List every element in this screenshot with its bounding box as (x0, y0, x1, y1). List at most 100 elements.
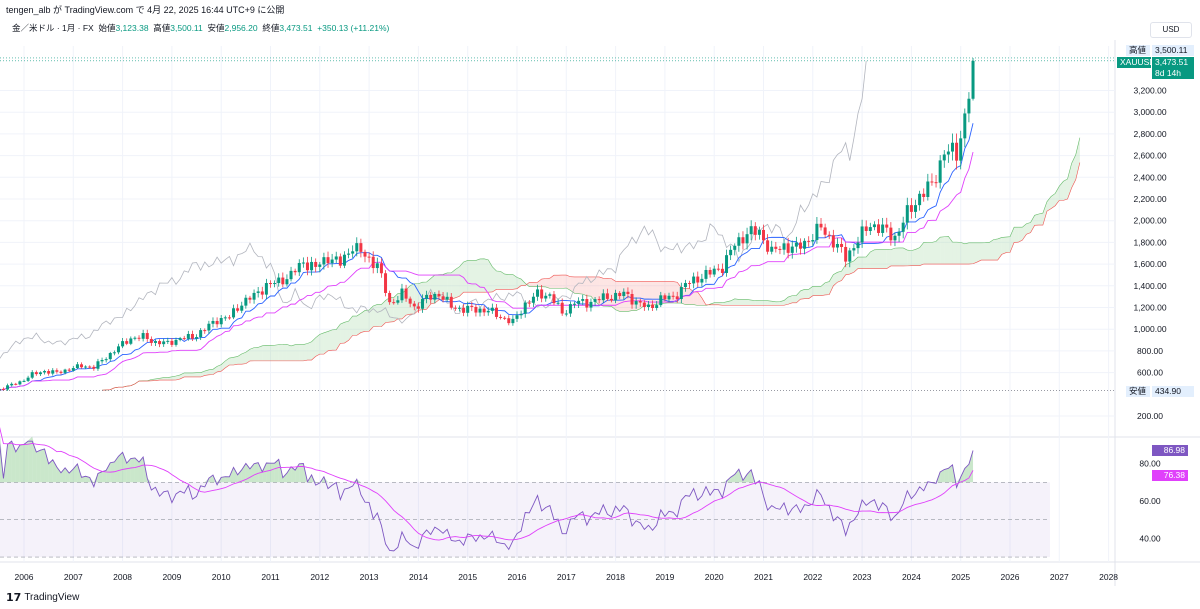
ichimoku-cloud-segment (1063, 178, 1068, 201)
ichimoku-cloud-segment (307, 341, 312, 361)
candle (519, 310, 523, 319)
candle (593, 297, 597, 306)
candle (38, 371, 42, 376)
candle (568, 301, 572, 317)
candle-body (174, 339, 178, 345)
candle-body (523, 302, 527, 314)
candle-body (43, 371, 47, 373)
candle-body (338, 256, 342, 266)
ichimoku-cloud-segment (989, 239, 994, 261)
rsi-overbought-fill (964, 464, 969, 483)
ichimoku-cloud-segment (874, 249, 879, 269)
candle (893, 232, 897, 247)
candle (116, 343, 120, 355)
symbol-label[interactable]: 金／米ドル · 1月 · FX (12, 23, 94, 33)
rsi-overbought-fill (960, 468, 965, 483)
candle-body (195, 337, 199, 339)
rsi-overbought-fill (282, 473, 287, 483)
ichimoku-cloud-segment (1026, 222, 1031, 235)
ichimoku-cloud-segment (291, 344, 296, 361)
candle (14, 382, 18, 386)
candle (260, 286, 264, 300)
candle-body (971, 60, 975, 99)
ichimoku-cloud-segment (619, 281, 624, 312)
ichimoku-cloud-segment (623, 281, 628, 312)
ichimoku-cloud-segment (812, 286, 817, 296)
candle (688, 280, 692, 289)
rsi-overbought-fill (130, 457, 135, 483)
candle (392, 298, 396, 305)
candle (614, 289, 618, 304)
candle (92, 364, 96, 371)
candle-body (223, 317, 227, 319)
candle-body (638, 301, 642, 303)
ichimoku-cloud-segment (192, 372, 197, 377)
candle-body (642, 302, 646, 307)
candle (778, 246, 782, 255)
candle (700, 273, 704, 287)
countdown-label-bg (1152, 68, 1194, 79)
y-tick-label: 2,000.00 (1133, 216, 1166, 226)
candle (573, 301, 577, 309)
candle (129, 336, 133, 346)
candle (823, 223, 827, 238)
ichimoku-cloud-segment (467, 260, 472, 293)
ichimoku-cloud-segment (927, 242, 932, 265)
candle-body (162, 341, 166, 345)
candle-body (47, 371, 51, 374)
candle (897, 227, 901, 243)
candle-body (314, 261, 318, 267)
candle (786, 237, 790, 259)
ichimoku-cloud-segment (348, 316, 353, 341)
rsi-overbought-fill (229, 467, 234, 483)
ichimoku-cloud-segment (915, 247, 920, 266)
candle (162, 338, 166, 347)
candle-body (885, 224, 889, 228)
candle-body (293, 270, 297, 273)
candle (445, 292, 449, 302)
rsi-overbought-fill (221, 476, 226, 483)
candle-body (589, 301, 593, 308)
candle-body (34, 372, 38, 375)
candle (967, 92, 971, 123)
candle-body (630, 294, 634, 305)
rsi-ma-line (0, 426, 974, 541)
candle (125, 338, 129, 346)
x-tick-label: 2023 (853, 572, 872, 582)
ichimoku-cloud-segment (697, 292, 702, 306)
ichimoku-cloud-segment (718, 302, 723, 306)
candle (922, 188, 926, 202)
candle-body (667, 295, 671, 300)
ichimoku-cloud-segment (742, 299, 748, 306)
rsi-tick-label: 80.00 (1139, 459, 1161, 469)
rsi-overbought-fill (97, 471, 103, 483)
candle-body (556, 302, 560, 304)
candle-body (848, 250, 852, 262)
ichimoku-cloud-segment (1051, 193, 1056, 209)
candle (881, 217, 885, 237)
candle-body (429, 294, 433, 300)
candle-body (646, 304, 650, 307)
candle-body (926, 181, 930, 198)
candle-body (618, 292, 622, 297)
low-value-label: 434.90 (1155, 386, 1181, 396)
rsi-overbought-fill (286, 466, 292, 483)
x-tick-label: 2015 (458, 572, 477, 582)
x-tick-label: 2024 (902, 572, 921, 582)
rsi-overbought-fill (28, 436, 33, 483)
currency-button[interactable]: USD (1150, 22, 1192, 38)
candle-body (581, 299, 585, 301)
rsi-overbought-fill (44, 448, 49, 483)
ichimoku-cloud-segment (755, 300, 760, 306)
ichimoku-leading-span-b (102, 162, 1081, 391)
rsi-ma-value-label-bg (1152, 470, 1188, 481)
candle-body (950, 142, 954, 152)
ichimoku-cloud-segment (566, 275, 571, 291)
candle (232, 304, 236, 320)
candle-body (531, 296, 535, 303)
candle (848, 247, 852, 268)
rsi-overbought-fill (241, 463, 246, 483)
ichimoku-cloud-segment (1005, 236, 1010, 253)
candle-body (203, 330, 207, 332)
